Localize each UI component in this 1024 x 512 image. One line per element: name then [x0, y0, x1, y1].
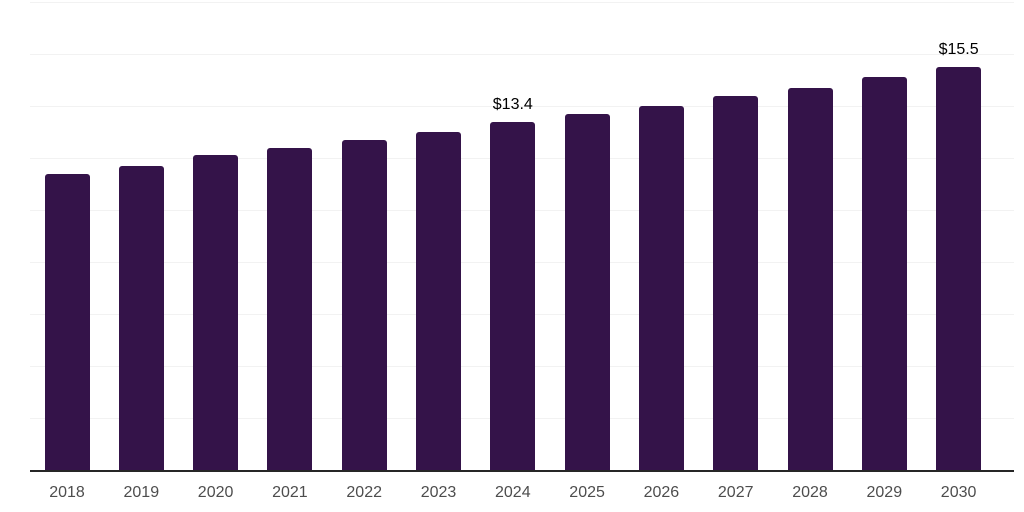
bar-2018	[44, 173, 90, 470]
bar-2024	[490, 121, 536, 470]
bar-2029	[861, 77, 907, 470]
bar-2027	[713, 95, 759, 470]
gridline	[30, 106, 1014, 107]
x-axis-label-2028: 2028	[792, 484, 828, 501]
plot-area: $13.4 $15.5	[30, 2, 1014, 472]
x-axis-label-2025: 2025	[569, 484, 605, 501]
bar-2023	[416, 132, 461, 470]
bar-2025	[564, 113, 610, 470]
bar-2020	[193, 155, 239, 470]
gridline	[30, 2, 1014, 3]
x-axis-label-2026: 2026	[643, 484, 680, 501]
x-axis-label-2020: 2020	[197, 484, 234, 501]
x-axis-label-2027: 2027	[717, 484, 754, 501]
bar-2026	[638, 106, 684, 470]
bar-2019	[118, 165, 164, 470]
x-axis-label-2029: 2029	[866, 484, 903, 501]
x-axis-label-2018: 2018	[49, 484, 85, 501]
bar-2022	[341, 139, 387, 470]
x-axis: 2018 2019 2020 2021 2022 2023 2024 2025 2026 2027…	[30, 484, 1014, 506]
bar-2021	[267, 147, 313, 470]
value-label-2030: $15.5	[938, 41, 979, 58]
x-axis-label-2023: 2023	[420, 484, 457, 501]
bar-2028	[787, 87, 833, 470]
gridline	[30, 54, 1014, 55]
x-axis-label-2024: 2024	[495, 484, 531, 501]
bar-2030	[936, 67, 982, 470]
x-axis-label-2022: 2022	[346, 484, 382, 501]
x-axis-label-2021: 2021	[272, 484, 308, 501]
value-label-2024: $13.4	[492, 95, 533, 113]
x-axis-label-2030: 2030	[940, 484, 977, 501]
x-axis-label-2019: 2019	[123, 484, 160, 501]
